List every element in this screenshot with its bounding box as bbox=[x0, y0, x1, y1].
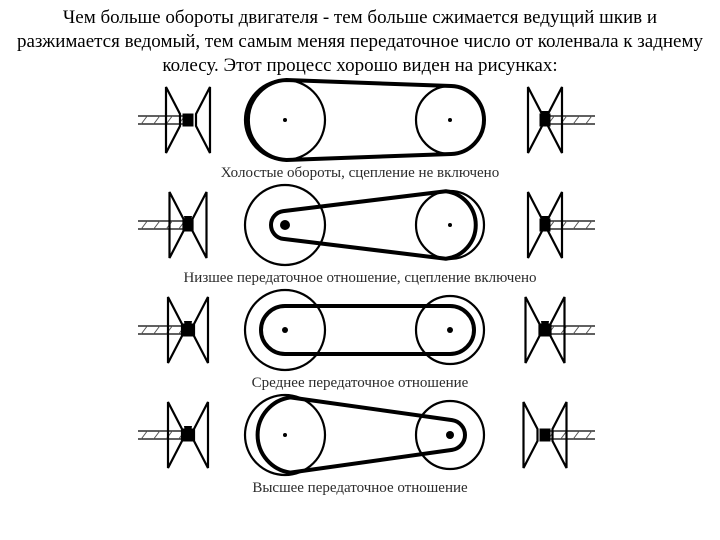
diagram-row-high: Высшее передаточное отношение bbox=[0, 392, 720, 497]
diagram-svg-idle bbox=[100, 77, 620, 163]
diagram-svg-low bbox=[100, 182, 620, 268]
diagram-row-mid: Среднее передаточное отношение bbox=[0, 287, 720, 392]
page-root: Чем больше обороты двигателя - тем больш… bbox=[0, 6, 720, 540]
diagram-caption: Среднее передаточное отношение bbox=[0, 375, 720, 392]
diagram-caption: Высшее передаточное отношение bbox=[0, 480, 720, 497]
diagram-caption: Низшее передаточное отношение, сцепление… bbox=[0, 270, 720, 287]
diagram-row-idle: Холостые обороты, сцепление не включено bbox=[0, 77, 720, 182]
diagram-caption: Холостые обороты, сцепление не включено bbox=[0, 165, 720, 182]
diagram-row-low: Низшее передаточное отношение, сцепление… bbox=[0, 182, 720, 287]
figures-container: Холостые обороты, сцепление не включено Н… bbox=[0, 77, 720, 497]
intro-paragraph: Чем больше обороты двигателя - тем больш… bbox=[10, 6, 710, 77]
diagram-svg-mid bbox=[100, 287, 620, 373]
diagram-svg-high bbox=[100, 392, 620, 478]
